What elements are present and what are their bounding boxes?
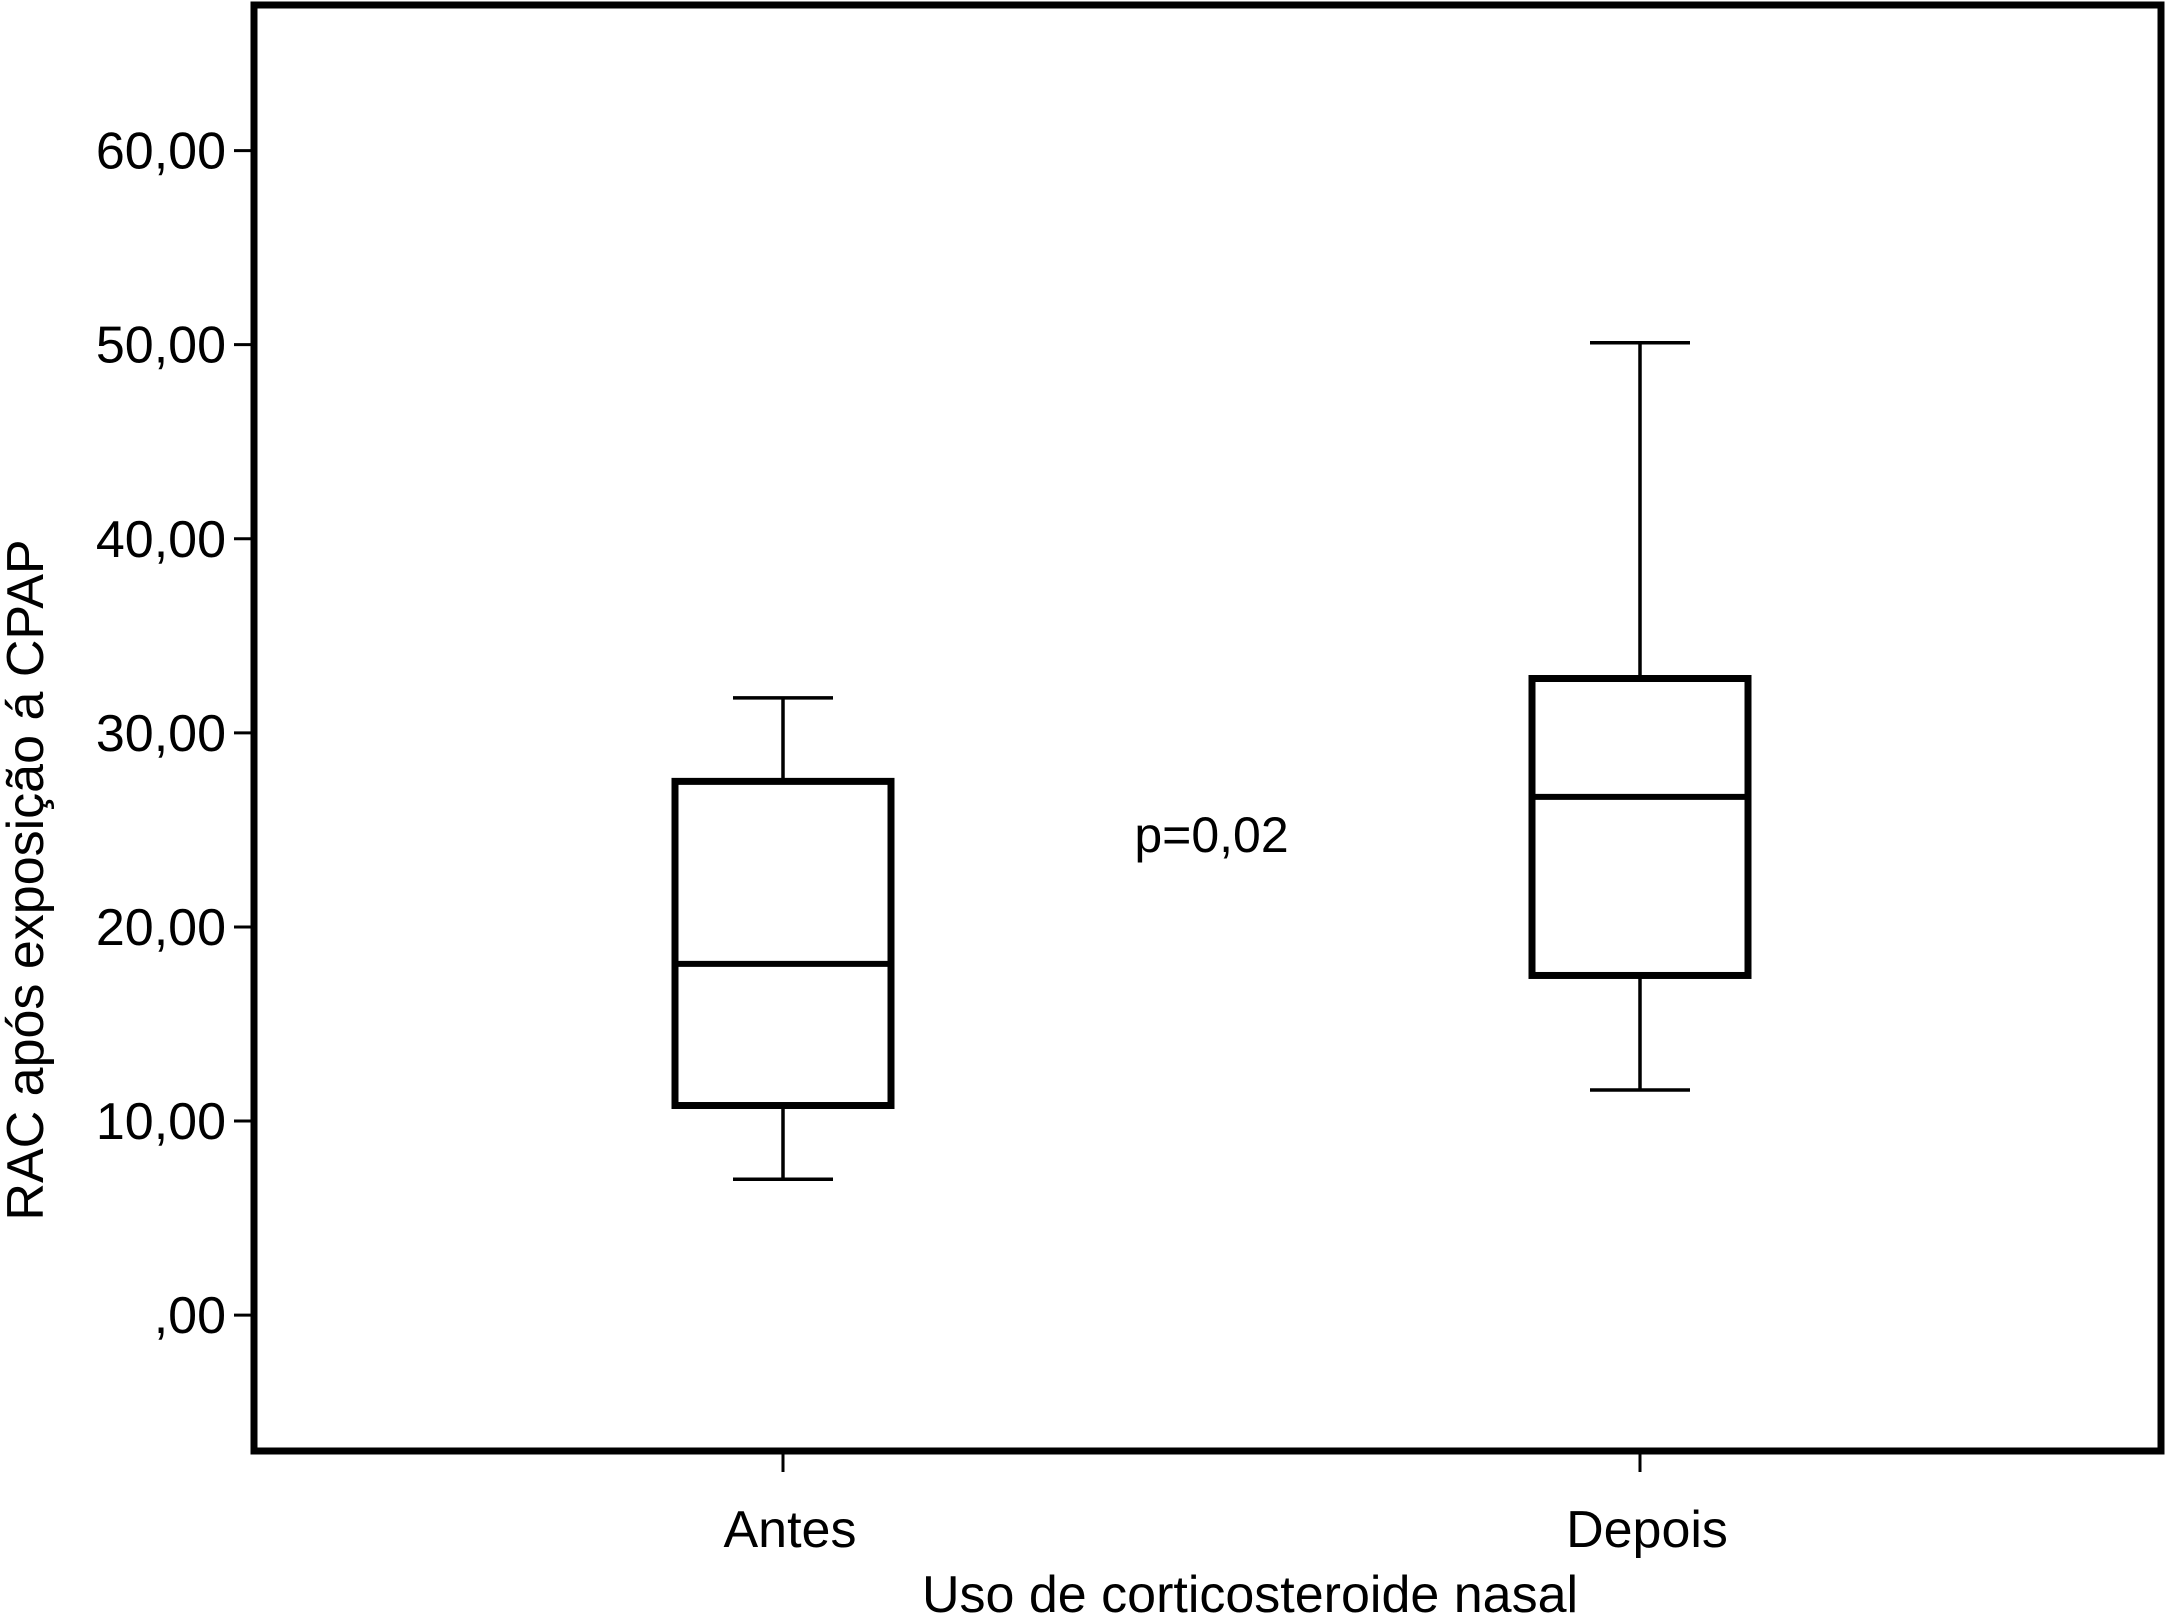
y-tick-label: 50,00	[96, 317, 226, 375]
y-tick-label: 20,00	[96, 899, 226, 957]
x-tick-label: Depois	[1566, 1501, 1728, 1559]
x-axis-title: Uso de corticosteroide nasal	[922, 1566, 1578, 1618]
plot-frame	[250, 1, 2165, 1455]
y-tick-label: 60,00	[96, 123, 226, 181]
iqr-box	[671, 777, 895, 1110]
y-tick-label: ,00	[154, 1287, 226, 1345]
x-tick-label: Antes	[724, 1501, 857, 1559]
box-series	[671, 340, 1752, 1182]
y-tick-label: 30,00	[96, 705, 226, 763]
y-axis-title: RAC após exposição á CPAP	[0, 539, 55, 1220]
iqr-box	[1528, 675, 1752, 979]
x-axis: Antes Depois	[724, 1451, 1728, 1559]
y-tick-label: 40,00	[96, 511, 226, 569]
y-axis: ,00 10,00 20,00 30,00 40,00 50,00 60,00	[96, 123, 254, 1345]
p-value-annotation: p=0,02	[1134, 807, 1288, 863]
box-antes	[671, 696, 895, 1182]
y-tick-label: 10,00	[96, 1093, 226, 1151]
box-depois	[1528, 340, 1752, 1092]
